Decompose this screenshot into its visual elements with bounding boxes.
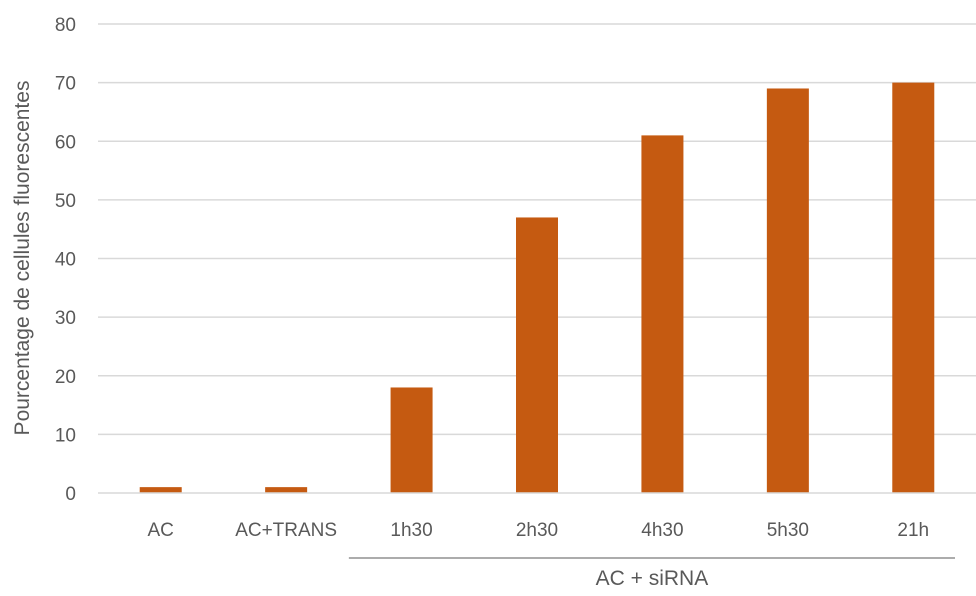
x-tick-label: 5h30 bbox=[767, 520, 809, 541]
y-tick-label: 30 bbox=[55, 308, 76, 329]
y-tick-label: 60 bbox=[55, 132, 76, 153]
bar-ac bbox=[139, 487, 182, 493]
group-label: AC + siRNA bbox=[596, 567, 709, 590]
y-tick-label: 70 bbox=[55, 74, 76, 95]
y-tick-label: 0 bbox=[65, 484, 76, 505]
y-tick-label: 10 bbox=[55, 425, 76, 446]
x-tick-label: AC+TRANS bbox=[235, 520, 337, 541]
x-tick-label: 1h30 bbox=[390, 520, 432, 541]
x-tick-label: AC bbox=[148, 520, 174, 541]
bar-1h30 bbox=[390, 387, 433, 493]
x-tick-label: 21h bbox=[897, 520, 929, 541]
bar-5h30 bbox=[766, 88, 809, 494]
x-axis-tick-labels: AC AC+TRANS 1h30 2h30 4h30 5h30 21h bbox=[148, 520, 930, 541]
bars bbox=[139, 82, 935, 494]
x-tick-label: 2h30 bbox=[516, 520, 558, 541]
y-axis-tick-labels: 0 10 20 30 40 50 60 70 80 bbox=[55, 15, 76, 505]
y-tick-label: 50 bbox=[55, 191, 76, 212]
y-tick-label: 40 bbox=[55, 250, 76, 271]
bar-21h bbox=[892, 82, 935, 493]
x-tick-label: 4h30 bbox=[641, 520, 683, 541]
y-tick-label: 80 bbox=[55, 15, 76, 36]
y-axis-title: Pourcentage de cellules fluorescentes bbox=[11, 81, 34, 436]
bar-2h30 bbox=[516, 217, 558, 493]
y-tick-label: 20 bbox=[55, 367, 76, 388]
bar-4h30 bbox=[641, 135, 684, 493]
bar-ac-trans bbox=[265, 487, 308, 493]
